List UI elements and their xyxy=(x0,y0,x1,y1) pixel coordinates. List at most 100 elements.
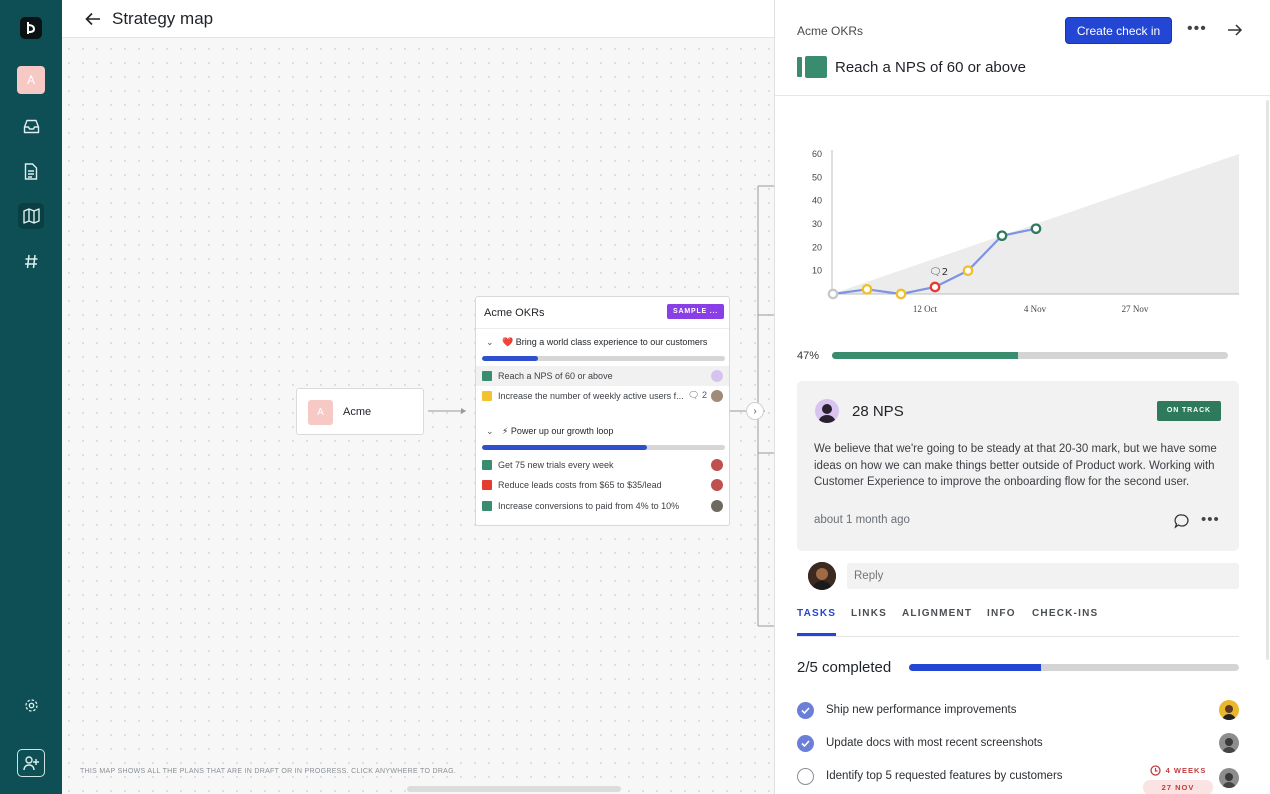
key-result-row[interactable]: Get 75 new trials every week xyxy=(476,455,729,475)
key-result-heading: Reach a NPS of 60 or above xyxy=(797,56,1026,78)
task-assignee-avatar xyxy=(1219,700,1239,720)
checkbox-checked-icon[interactable] xyxy=(797,702,814,719)
objective-emoji: ⚡ xyxy=(502,426,509,436)
y-tick-label: 20 xyxy=(812,242,822,252)
y-tick-label: 50 xyxy=(812,172,822,182)
horizontal-scrollbar[interactable] xyxy=(407,786,621,792)
tab-links[interactable]: LINKS xyxy=(851,608,887,619)
due-date-badge[interactable]: 4 WEEKS 27 NOV xyxy=(1143,765,1213,794)
objective-progress-bar xyxy=(482,445,725,450)
owner-avatar xyxy=(711,370,723,382)
panel-org-label: Acme OKRs xyxy=(797,24,864,38)
more-options-icon[interactable]: ••• xyxy=(1187,20,1207,37)
page-title: Strategy map xyxy=(112,9,214,28)
key-result-progress-bar xyxy=(832,352,1228,359)
x-tick-label: 12 Oct xyxy=(913,304,938,314)
progress-percent: 47% xyxy=(797,350,820,362)
back-arrow-icon[interactable] xyxy=(84,10,102,28)
checkbox-checked-icon[interactable] xyxy=(797,735,814,752)
root-node-acme[interactable]: A Acme xyxy=(296,388,424,435)
objective-title: Power up our growth loop xyxy=(510,426,614,436)
task-assignee-avatar xyxy=(1219,768,1239,788)
chevron-down-icon: ⌄ xyxy=(486,426,494,436)
expand-node-button[interactable]: › xyxy=(746,402,764,420)
current-user-avatar xyxy=(808,562,836,590)
objective-emoji: ❤️ xyxy=(502,337,514,347)
hashtag-icon[interactable] xyxy=(18,248,44,274)
status-swatch xyxy=(482,391,492,401)
status-stripe xyxy=(797,57,802,77)
panel-scrollbar[interactable] xyxy=(1266,100,1269,660)
create-check-in-button[interactable]: Create check in xyxy=(1065,17,1172,44)
tab-info[interactable]: INFO xyxy=(987,608,1016,619)
data-point xyxy=(827,288,839,300)
owner-avatar xyxy=(711,459,723,471)
workspace-avatar[interactable]: A xyxy=(17,66,45,94)
due-relative: 4 WEEKS xyxy=(1165,766,1207,775)
key-result-label: Get 75 new trials every week xyxy=(498,460,614,470)
objective-toggle[interactable]: ⌄ ⚡ Power up our growth loop xyxy=(486,426,613,437)
objective-toggle[interactable]: ⌄ ❤️ Bring a world class experience to ou… xyxy=(486,337,707,348)
invite-user-button[interactable] xyxy=(17,749,45,777)
status-badge: ON TRACK xyxy=(1156,401,1221,421)
reply-input[interactable] xyxy=(847,563,1239,589)
progress-chart: 10 20 30 40 50 60 12 Oct 4 Nov 27 Nov 🗨2 xyxy=(812,149,1239,314)
comment-icon: 🗨 xyxy=(688,390,700,400)
tab-check-ins[interactable]: CHECK-INS xyxy=(1032,608,1099,619)
task-label: Ship new performance improvements xyxy=(826,704,1017,716)
y-tick-label: 40 xyxy=(812,196,822,206)
root-node-label: Acme xyxy=(343,406,372,418)
okr-card-title: Acme OKRs xyxy=(484,307,545,319)
key-result-row[interactable]: Increase the number of weekly active use… xyxy=(476,386,729,406)
tasks-summary: 2/5 completed xyxy=(797,659,892,676)
status-box xyxy=(805,56,827,78)
task-label: Identify top 5 requested features by cus… xyxy=(826,770,1063,782)
objective-progress-bar xyxy=(482,356,725,361)
task-row[interactable]: Ship new performance improvements xyxy=(797,700,1239,724)
chevron-right-icon: › xyxy=(753,405,757,417)
tasks-progress-bar xyxy=(909,664,1239,671)
key-result-row[interactable]: Increase conversions to paid from 4% to … xyxy=(476,496,729,516)
check-in-time: about 1 month ago xyxy=(814,514,910,526)
data-point xyxy=(962,265,974,277)
okr-card[interactable]: Acme OKRs SAMPLE ... ⌄ ❤️ Bring a world c… xyxy=(475,296,730,526)
inbox-icon[interactable] xyxy=(18,113,44,139)
data-point xyxy=(996,230,1008,242)
key-result-label: Reduce leads costs from $65 to $35/lead xyxy=(498,480,662,490)
y-tick-label: 60 xyxy=(812,149,822,159)
check-in-body: We believe that we're going to be steady… xyxy=(814,443,1217,488)
owner-avatar xyxy=(711,500,723,512)
settings-gear-icon[interactable] xyxy=(18,692,44,718)
comment-icon[interactable] xyxy=(1174,513,1190,529)
task-assignee-avatar xyxy=(1219,733,1239,753)
key-result-label: Increase conversions to paid from 4% to … xyxy=(498,501,680,511)
map-icon[interactable] xyxy=(18,203,44,229)
key-result-title: Reach a NPS of 60 or above xyxy=(835,58,1026,76)
document-icon[interactable] xyxy=(18,158,44,184)
check-in-value: 28 NPS xyxy=(852,403,904,420)
close-panel-arrow-icon[interactable] xyxy=(1227,22,1243,38)
tab-tasks[interactable]: TASKS xyxy=(797,608,837,636)
clock-icon xyxy=(1149,765,1161,776)
task-row[interactable]: Update docs with most recent screenshots xyxy=(797,733,1239,757)
app-rail: A xyxy=(0,0,62,794)
due-date: 27 NOV xyxy=(1143,780,1213,794)
key-result-label: Increase the number of weekly active use… xyxy=(498,391,684,401)
key-result-row[interactable]: Reach a NPS of 60 or above xyxy=(476,366,729,386)
sample-badge: SAMPLE ... xyxy=(667,304,724,319)
data-point xyxy=(929,281,941,293)
chart-comment-marker: 🗨2 xyxy=(929,267,948,278)
canvas-header: Strategy map xyxy=(62,0,774,38)
root-node-avatar: A xyxy=(308,400,333,425)
strategy-map-canvas[interactable]: Strategy map A Acme Acme OKRs SAMPLE ...… xyxy=(62,0,774,794)
status-swatch xyxy=(482,371,492,381)
chevron-down-icon: ⌄ xyxy=(486,337,494,347)
check-in-more-icon[interactable]: ••• xyxy=(1201,511,1220,528)
tab-alignment[interactable]: ALIGNMENT xyxy=(902,608,973,619)
data-point xyxy=(861,283,873,295)
app-logo[interactable] xyxy=(20,17,42,39)
objective-title: Bring a world class experience to our cu… xyxy=(515,337,708,347)
checkbox-unchecked-icon[interactable] xyxy=(797,768,814,785)
key-result-row[interactable]: Reduce leads costs from $65 to $35/lead xyxy=(476,475,729,495)
task-row[interactable]: Identify top 5 requested features by cus… xyxy=(797,766,1239,790)
